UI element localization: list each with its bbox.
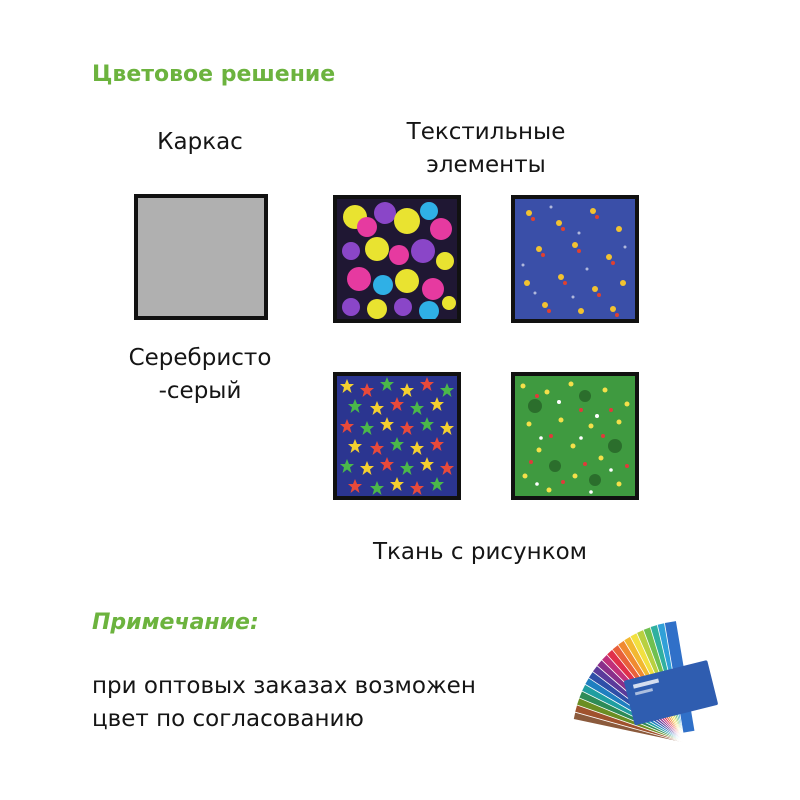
fabric-caption: Ткань с рисунком <box>372 539 588 565</box>
stars-pattern <box>337 376 457 496</box>
dark-bubbles-swatch <box>333 195 461 323</box>
silver-gray-label: Серебристо -серый <box>128 345 272 404</box>
stars-swatch <box>333 372 461 500</box>
frame-label: Каркас <box>157 129 243 155</box>
color-fan-palette-icon <box>572 620 718 744</box>
blue-birds-swatch <box>511 195 639 323</box>
textile-label: Текстильные элементы <box>406 119 566 178</box>
green-flowers-pattern <box>515 376 635 496</box>
dark-bubbles-pattern <box>337 199 457 319</box>
blue-birds-pattern <box>515 199 635 319</box>
green-flowers-swatch <box>511 372 639 500</box>
note-text: при оптовых заказах возможен цвет по сог… <box>92 673 476 732</box>
note-title: Примечание: <box>92 610 259 635</box>
section-heading: Цветовое решение <box>92 62 336 87</box>
silver-gray-swatch <box>134 194 268 320</box>
